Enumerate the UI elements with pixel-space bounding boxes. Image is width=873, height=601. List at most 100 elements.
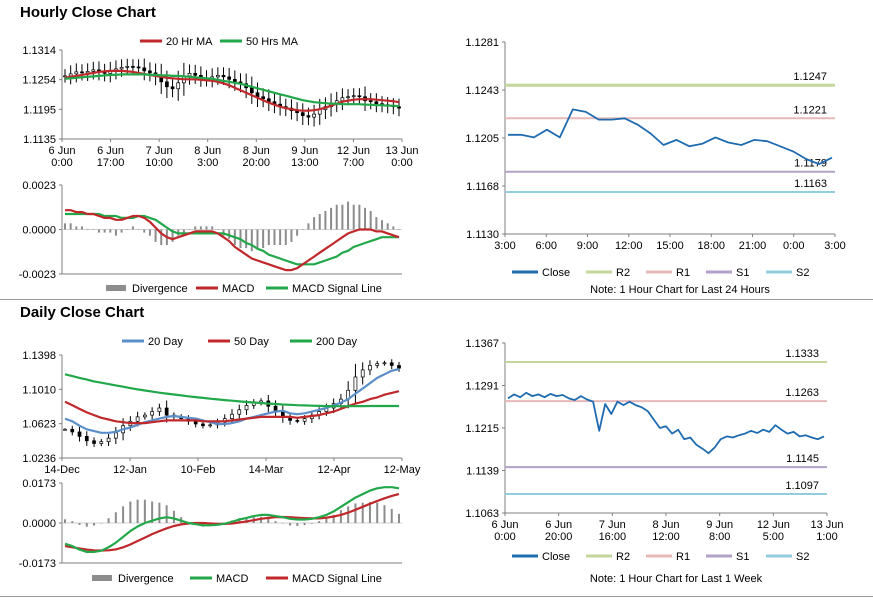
hourly-candle-candle-body — [306, 115, 311, 118]
daily-candle-candle-body — [368, 365, 372, 371]
daily-candle-candle-body — [389, 362, 394, 366]
daily-levels-x-tick-label: 8:00 — [709, 531, 730, 543]
hourly-macd-divergence-bar — [131, 226, 134, 230]
daily-macd-legend-divergence-label: Divergence — [118, 573, 174, 585]
hourly-candle-x-tick-label: 0:00 — [391, 157, 412, 169]
daily-macd-divergence-bar — [158, 502, 161, 523]
hourly-macd-divergence-bar — [216, 229, 219, 230]
hourly-macd-divergence-bar — [80, 226, 83, 230]
daily-macd-divergence-bar — [296, 523, 299, 526]
hourly-candle-candle-body — [368, 100, 373, 103]
daily-levels-legend-label: S1 — [736, 551, 749, 563]
daily-candle-candle-body — [135, 416, 140, 422]
hourly-macd-divergence-bar — [364, 207, 367, 230]
hourly-macd-divergence-bar — [205, 226, 208, 230]
hourly-macd-divergence-bar — [114, 229, 117, 236]
hourly-candle-candle-body — [148, 70, 152, 74]
hourly-macd-legend-second-label: MACD — [222, 283, 254, 295]
daily-candle-y-tick-label: 1.0623 — [22, 419, 56, 431]
daily-macd-divergence-bar — [78, 523, 81, 525]
hourly-levels-legend-label: R1 — [676, 267, 690, 279]
daily-macd-divergence-bar — [100, 523, 103, 524]
hourly-macd-divergence-bar — [279, 229, 282, 245]
hourly-candle-x-tick-label: 8 Jun — [194, 145, 221, 157]
daily-candle-candle-body — [157, 407, 162, 412]
hourly-candle-candle-body — [176, 82, 181, 90]
daily-levels-y-tick-label: 1.1291 — [465, 381, 499, 393]
daily-macd-divergence-bar — [398, 513, 400, 523]
hourly-levels-level-label: 1.1221 — [793, 104, 827, 116]
hourly-macd-divergence-bar — [262, 229, 265, 249]
hourly-levels-y-tick-label: 1.1281 — [465, 37, 499, 49]
daily-candle-ma200-line — [64, 373, 399, 408]
hourly-macd-divergence-bar — [154, 229, 157, 242]
hourly-candle-legend-ma20-label: 20 Hr MA — [166, 36, 213, 48]
hourly-macd-divergence-bar — [347, 201, 350, 230]
daily-macd-divergence-bar — [332, 514, 335, 523]
hourly-macd-divergence-bar — [290, 229, 293, 242]
hourly-macd-divergence-bar — [182, 229, 185, 233]
hourly-candle-candle-body — [351, 95, 356, 98]
daily-levels-x-tick-label: 1:00 — [816, 531, 837, 543]
hourly-macd-divergence-bar — [341, 204, 344, 230]
daily-candle-x-tick-label: 10-Feb — [181, 464, 216, 476]
hourly-levels-x-tick-label: 15:00 — [656, 240, 684, 252]
hourly-macd-divergence-bar — [75, 226, 78, 230]
hourly-macd-signal-line — [65, 212, 399, 266]
daily-candle-candle-body — [244, 404, 249, 411]
daily-levels-x-tick-label: 7 Jun — [599, 519, 626, 531]
hourly-levels-x-tick-label: 21:00 — [739, 240, 767, 252]
hourly-candle-y-tick-label: 1.1195 — [23, 104, 56, 116]
hourly-levels-x-tick-label: 12:00 — [615, 240, 643, 252]
daily-candle-candle-body — [397, 365, 401, 369]
daily-macd-divergence-bar — [325, 518, 328, 523]
hourly-macd-divergence-bar — [148, 229, 151, 236]
daily-levels-x-tick-label: 12:00 — [652, 531, 680, 543]
hourly-macd-divergence-bar — [358, 204, 361, 230]
hourly-macd-divergence-bar — [188, 229, 191, 230]
hourly-candle-candle-body — [131, 66, 135, 68]
hourly-candle-x-tick-label: 10:00 — [145, 157, 173, 169]
hourly-candle-candle-body — [142, 67, 147, 72]
daily-macd-divergence-bar — [64, 519, 66, 523]
daily-levels-y-tick-label: 1.1367 — [465, 338, 499, 350]
hourly-candle-x-tick-label: 8 Jun — [243, 145, 270, 157]
section-divider — [0, 299, 873, 300]
hourly-macd-divergence-bar — [256, 229, 259, 249]
hourly-levels-x-tick-label: 6:00 — [536, 240, 557, 252]
hourly-candle-candle-body — [346, 96, 350, 99]
daily-candle-candle-body — [84, 436, 89, 442]
daily-levels-x-tick-label: 6 Jun — [545, 519, 572, 531]
hourly-macd-divergence-bar — [160, 229, 163, 245]
hourly-macd-y-tick-label: 0.0023 — [22, 180, 56, 192]
hourly-macd-divergence-bar — [137, 229, 140, 230]
daily-levels-note: Note: 1 Hour Chart for Last 1 Week — [590, 573, 763, 585]
daily-candle-ma50-line — [64, 390, 400, 425]
hourly-macd-divergence-bar — [381, 220, 384, 230]
hourly-candle-x-tick-label: 0:00 — [51, 157, 72, 169]
hourly-candle-ma20-line — [64, 69, 400, 112]
hourly-candle-candle-body — [221, 75, 226, 78]
hourly-candle-candle-body — [187, 73, 192, 77]
daily-macd-divergence-bar — [107, 518, 110, 523]
hourly-candle-y-tick-label: 1.1314 — [22, 45, 56, 57]
hourly-macd-divergence-bar — [267, 229, 270, 245]
hourly-candle-x-tick-label: 7 Jun — [146, 145, 173, 157]
daily-macd-divergence-bar — [71, 521, 74, 523]
daily-macd-divergence-bar — [245, 517, 248, 523]
hourly-levels-legend-label: S2 — [796, 267, 809, 279]
hourly-macd-divergence-bar — [126, 229, 129, 230]
daily-levels-x-tick-label: 0:00 — [494, 531, 515, 543]
daily-levels-level-label: 1.1263 — [785, 387, 819, 399]
hourly-macd-divergence-bar — [318, 214, 321, 230]
hourly-candle-x-tick-label: 6 Jun — [97, 145, 124, 157]
hourly-macd-y-tick-label: -0.0023 — [19, 269, 56, 281]
daily-macd-divergence-bar — [267, 518, 270, 523]
hourly-macd-divergence-bar — [69, 223, 72, 230]
daily-levels-x-tick-label: 8 Jun — [653, 519, 680, 531]
hourly-macd-divergence-bar — [86, 229, 89, 230]
hourly-candle-candle-body — [91, 69, 96, 72]
hourly-macd-divergence-bar — [120, 229, 123, 233]
daily-levels-x-tick-label: 5:00 — [763, 531, 784, 543]
